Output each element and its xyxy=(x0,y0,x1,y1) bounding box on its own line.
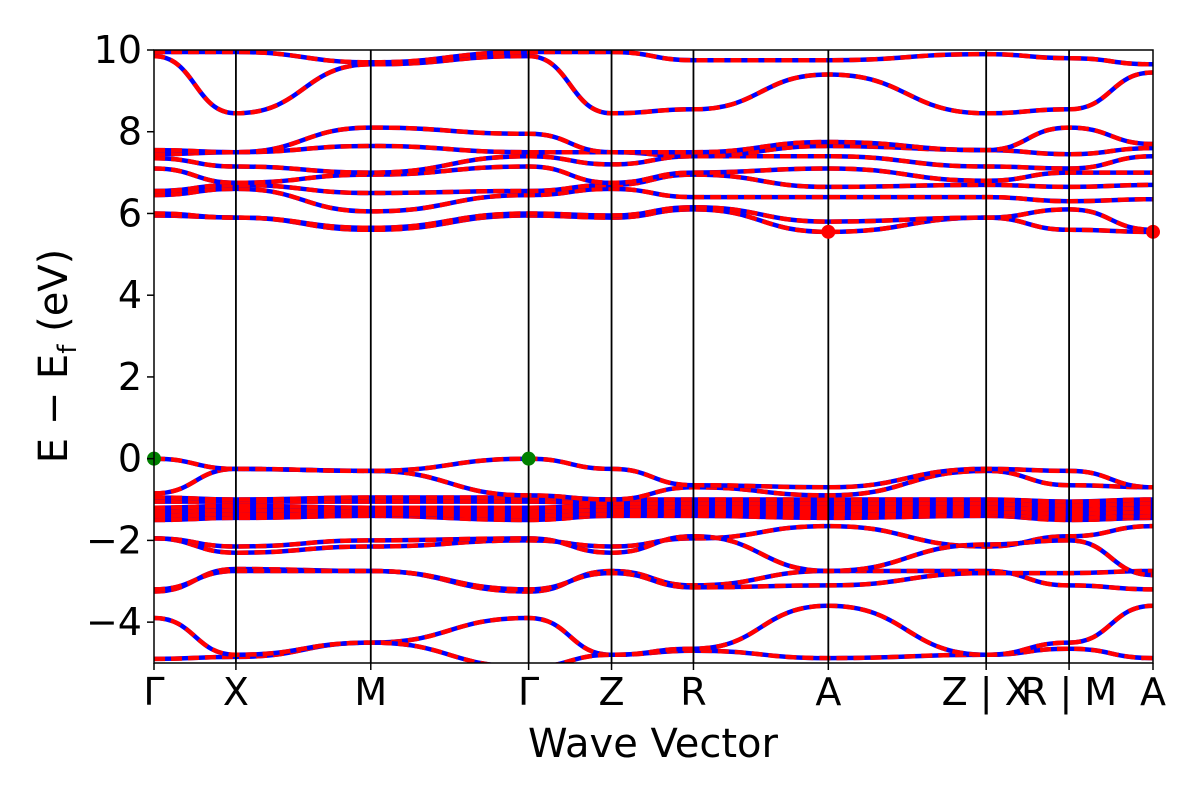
band-19-spin-up xyxy=(154,154,1153,175)
band-23-spin-up xyxy=(154,50,1153,67)
y-axis: −4 −2 0 2 4 6 8 10 xyxy=(86,28,154,644)
x-tick-label-0: Γ xyxy=(143,670,164,714)
band-22-spin-up xyxy=(154,53,1153,116)
band-10-spin-up xyxy=(154,499,1153,508)
band-8-spin-up xyxy=(154,507,1153,517)
cbm-marker-2 xyxy=(821,224,836,239)
vbm-marker-1 xyxy=(521,451,536,466)
band-15-spin-up xyxy=(154,205,1153,233)
y-tick-label-6: 8 xyxy=(118,110,142,154)
x-tick-label-7: Z | X xyxy=(942,670,1031,715)
y-tick-label-2: 0 xyxy=(118,437,142,481)
x-tick-label-6: A xyxy=(815,670,841,714)
band-16-spin-up xyxy=(154,186,1153,214)
band-13-spin-up xyxy=(154,456,1153,490)
x-tick-label-2: M xyxy=(354,670,387,714)
y-axis-label-main: E − E xyxy=(31,354,77,464)
plot-frame xyxy=(153,49,1154,664)
plot-area xyxy=(147,49,1160,664)
x-axis-label: Wave Vector xyxy=(528,721,779,767)
x-tick-label-9: A xyxy=(1140,670,1166,714)
y-tick-label-0: −4 xyxy=(86,600,142,644)
y-tick-label-1: −2 xyxy=(86,518,142,562)
x-tick-label-3: Γ xyxy=(518,670,539,714)
y-tick-label-7: 10 xyxy=(94,28,142,72)
y-axis-label: E − Ef (eV) xyxy=(31,249,83,464)
band-1-spin-up xyxy=(154,603,1153,663)
x-tick-label-4: Z xyxy=(599,670,625,714)
kpath-divider-lines xyxy=(235,50,1070,663)
x-axis: Γ X M Γ Z R A Z | XR | M A xyxy=(143,663,1166,715)
band-20-spin-up xyxy=(154,143,1153,159)
y-tick-label-3: 2 xyxy=(118,355,142,399)
x-tick-label-8: R | M xyxy=(1021,670,1117,715)
y-tick-label-4: 4 xyxy=(118,273,142,317)
band-4-spin-up xyxy=(154,523,1153,555)
y-tick-label-5: 6 xyxy=(118,191,142,235)
band-11-spin-up xyxy=(154,495,1153,504)
x-tick-label-1: X xyxy=(223,670,249,714)
band-18-spin-up xyxy=(154,164,1153,186)
band-3-spin-up xyxy=(154,568,1153,592)
x-tick-label-5: R xyxy=(680,670,706,714)
y-axis-label-unit: (eV) xyxy=(31,249,77,345)
band-7-spin-up xyxy=(154,511,1153,521)
band-9-spin-up xyxy=(154,503,1153,513)
y-axis-label-subscript: f xyxy=(53,344,83,354)
band-21-spin-up xyxy=(154,125,1153,155)
band-5-spin-up xyxy=(154,534,1153,578)
bands-layer xyxy=(154,50,1153,663)
